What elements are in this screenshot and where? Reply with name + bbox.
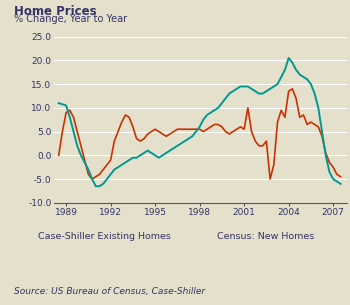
Text: % Change, Year to Year: % Change, Year to Year xyxy=(14,14,127,24)
Text: Source: US Bureau of Census, Case-Shiller: Source: US Bureau of Census, Case-Shille… xyxy=(14,287,205,296)
Text: Home Prices: Home Prices xyxy=(14,5,97,18)
Text: Case-Shiller Existing Homes: Case-Shiller Existing Homes xyxy=(38,232,172,241)
Text: Census: New Homes: Census: New Homes xyxy=(217,232,314,241)
